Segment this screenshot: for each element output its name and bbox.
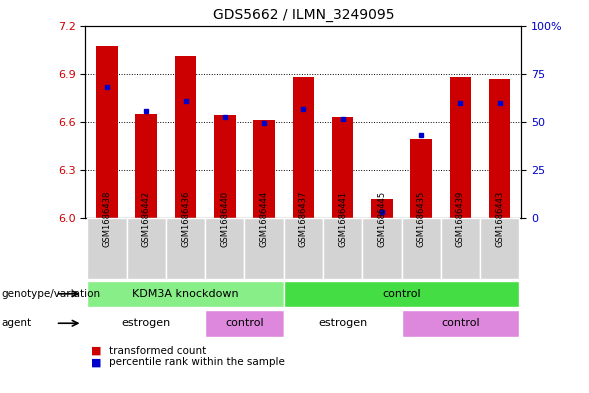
Text: percentile rank within the sample: percentile rank within the sample bbox=[109, 357, 285, 367]
Bar bbox=[411, 140, 432, 218]
Text: control: control bbox=[441, 318, 479, 328]
Text: GSM1686438: GSM1686438 bbox=[102, 191, 111, 247]
Bar bbox=[323, 218, 362, 279]
Title: GDS5662 / ILMN_3249095: GDS5662 / ILMN_3249095 bbox=[213, 8, 394, 22]
Bar bbox=[244, 218, 284, 279]
Bar bbox=[253, 120, 275, 218]
Bar bbox=[441, 218, 480, 279]
Bar bbox=[214, 116, 236, 218]
Text: control: control bbox=[382, 289, 421, 299]
Bar bbox=[127, 218, 166, 279]
Bar bbox=[166, 218, 205, 279]
Text: GSM1686435: GSM1686435 bbox=[416, 191, 426, 247]
Bar bbox=[205, 310, 284, 336]
Bar bbox=[284, 218, 323, 279]
Text: genotype/variation: genotype/variation bbox=[1, 289, 100, 299]
Text: GSM1686444: GSM1686444 bbox=[260, 191, 269, 247]
Bar bbox=[362, 218, 402, 279]
Text: GSM1686443: GSM1686443 bbox=[495, 191, 504, 247]
Text: ■: ■ bbox=[91, 345, 102, 356]
Bar bbox=[402, 218, 441, 279]
Bar bbox=[489, 79, 511, 218]
Text: GSM1686439: GSM1686439 bbox=[456, 191, 465, 247]
Bar bbox=[332, 117, 353, 218]
Bar bbox=[96, 46, 118, 218]
Text: estrogen: estrogen bbox=[318, 318, 367, 328]
Bar bbox=[87, 310, 205, 336]
Text: ■: ■ bbox=[91, 357, 102, 367]
Bar bbox=[402, 310, 519, 336]
Bar bbox=[87, 218, 127, 279]
Bar bbox=[205, 218, 244, 279]
Text: control: control bbox=[225, 318, 264, 328]
Text: GSM1686442: GSM1686442 bbox=[142, 191, 151, 247]
Bar bbox=[480, 218, 519, 279]
Text: agent: agent bbox=[1, 318, 31, 328]
Bar bbox=[284, 281, 519, 307]
Text: GSM1686440: GSM1686440 bbox=[220, 191, 229, 247]
Bar bbox=[135, 114, 157, 218]
Text: transformed count: transformed count bbox=[109, 345, 206, 356]
Text: GSM1686437: GSM1686437 bbox=[299, 191, 308, 247]
Text: GSM1686436: GSM1686436 bbox=[181, 191, 190, 247]
Text: GSM1686441: GSM1686441 bbox=[338, 191, 347, 247]
Bar bbox=[175, 56, 196, 218]
Text: estrogen: estrogen bbox=[122, 318, 171, 328]
Bar bbox=[371, 199, 393, 218]
Bar bbox=[284, 310, 402, 336]
Text: GSM1686445: GSM1686445 bbox=[378, 191, 386, 247]
Text: KDM3A knockdown: KDM3A knockdown bbox=[132, 289, 239, 299]
Bar bbox=[293, 77, 314, 218]
Bar bbox=[449, 77, 471, 218]
Bar bbox=[87, 281, 284, 307]
